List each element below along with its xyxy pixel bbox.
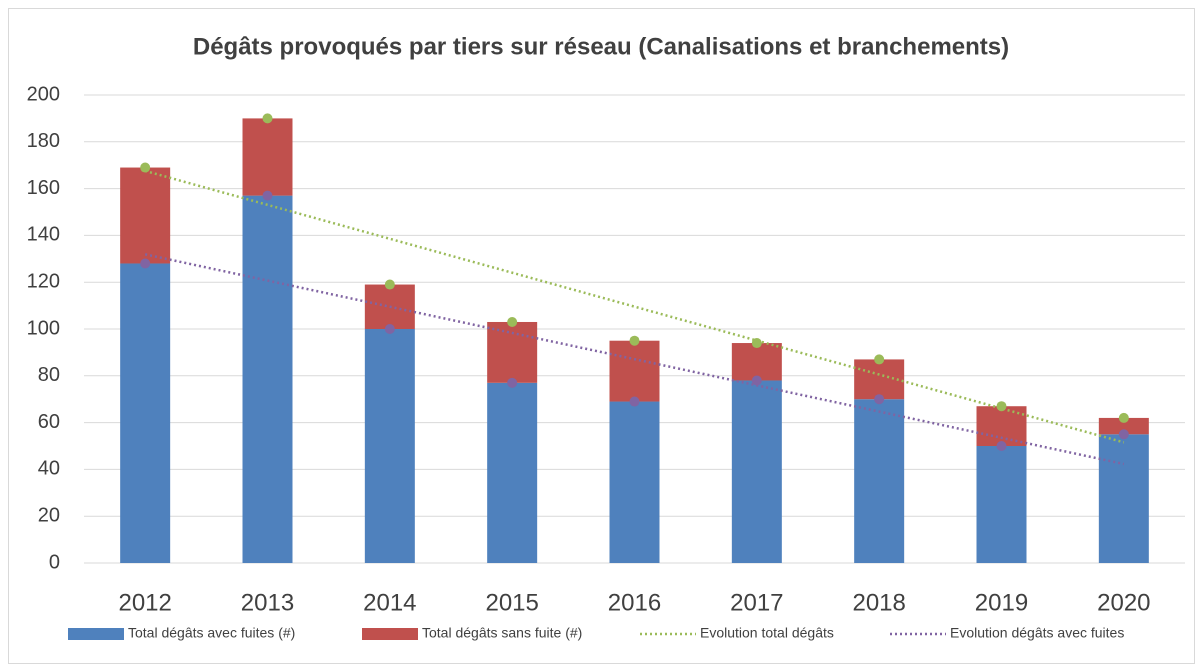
point <box>262 190 273 201</box>
trend-line <box>144 253 1125 466</box>
point <box>751 375 762 386</box>
point <box>751 338 762 349</box>
point <box>1118 412 1129 423</box>
point <box>874 354 885 365</box>
bar <box>487 382 538 563</box>
point <box>384 324 395 334</box>
y-tick-label: 60 <box>38 411 60 433</box>
x-tick-label: 2019 <box>975 589 1028 616</box>
point <box>874 394 885 405</box>
bar <box>731 380 782 563</box>
point <box>1118 429 1129 440</box>
point <box>262 113 273 124</box>
legend-label: Total dégâts avec fuites (#) <box>128 625 295 641</box>
bar <box>609 340 660 402</box>
trend-line <box>144 169 1125 444</box>
bar <box>242 118 293 196</box>
legend-swatch <box>68 628 124 640</box>
y-tick-label: 0 <box>49 551 60 573</box>
point <box>996 441 1007 451</box>
bar <box>364 329 415 563</box>
y-tick-label: 140 <box>27 224 60 246</box>
legend-label: Evolution total dégâts <box>700 625 834 641</box>
x-tick-label: 2014 <box>363 589 416 616</box>
point <box>384 279 395 290</box>
y-tick-label: 200 <box>27 83 60 105</box>
point <box>629 335 640 346</box>
y-tick-label: 80 <box>38 364 60 386</box>
point <box>507 377 518 388</box>
y-tick-label: 40 <box>38 458 60 480</box>
bar <box>1098 434 1149 563</box>
bar <box>120 167 171 264</box>
y-tick-label: 120 <box>27 270 60 292</box>
x-tick-label: 2018 <box>852 589 905 616</box>
x-tick-label: 2012 <box>118 589 171 616</box>
bar <box>609 401 660 563</box>
point <box>996 401 1007 412</box>
point <box>507 316 518 327</box>
bar <box>731 343 782 381</box>
y-tick-label: 180 <box>27 130 60 152</box>
chart-border <box>8 8 1195 664</box>
bar <box>976 446 1027 563</box>
x-tick-label: 2016 <box>608 589 661 616</box>
bar <box>854 399 905 563</box>
y-tick-label: 160 <box>27 177 60 199</box>
legend-swatch <box>362 628 418 640</box>
bar <box>1098 417 1149 435</box>
chart-title: Dégâts provoqués par tiers sur réseau (C… <box>193 33 1009 60</box>
legend-label: Total dégâts sans fuite (#) <box>422 625 582 641</box>
point <box>140 258 151 269</box>
x-tick-label: 2020 <box>1097 589 1150 616</box>
bar <box>487 321 538 383</box>
bar <box>854 359 905 400</box>
bar <box>120 263 171 563</box>
bar <box>242 195 293 563</box>
y-tick-label: 100 <box>27 317 60 339</box>
x-tick-label: 2015 <box>485 589 538 616</box>
x-tick-label: 2017 <box>730 589 783 616</box>
x-tick-label: 2013 <box>241 589 294 616</box>
point <box>629 396 640 407</box>
legend-label: Evolution dégâts avec fuites <box>950 625 1124 641</box>
point <box>140 162 151 173</box>
y-tick-label: 20 <box>38 504 60 526</box>
